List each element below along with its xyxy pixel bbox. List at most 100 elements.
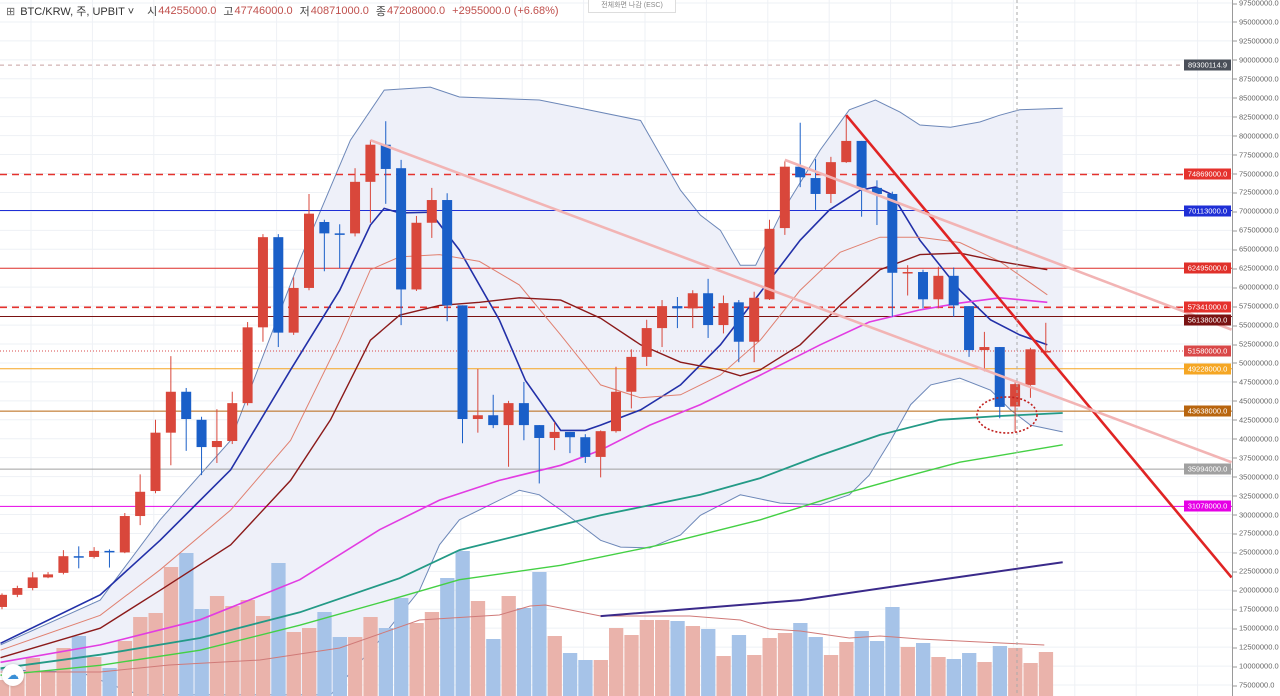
price-tick-label: 57500000.0	[1233, 301, 1279, 311]
candle-up[interactable]	[411, 222, 422, 290]
candle-up[interactable]	[1010, 384, 1021, 407]
candle-up[interactable]	[841, 140, 852, 163]
candle-up[interactable]	[350, 181, 361, 234]
candle-down[interactable]	[703, 293, 714, 326]
candle-up[interactable]	[764, 228, 775, 300]
candle-up[interactable]	[288, 287, 299, 333]
candle-up[interactable]	[211, 441, 222, 448]
candle-down[interactable]	[871, 187, 882, 194]
candle-up[interactable]	[979, 347, 990, 351]
candle-down[interactable]	[580, 437, 591, 457]
price-level-label: 35994000.0	[1184, 463, 1231, 475]
candle-down[interactable]	[457, 305, 468, 420]
candle-up[interactable]	[626, 356, 637, 392]
candle-down[interactable]	[948, 275, 959, 306]
candle-up[interactable]	[472, 415, 483, 420]
candle-down[interactable]	[181, 391, 192, 420]
candle-up[interactable]	[1025, 349, 1036, 385]
candle-down[interactable]	[795, 166, 806, 178]
price-axis[interactable]: 97500000.0 95000000.0 92500000.0 90000000.0…	[1232, 0, 1280, 696]
candle-down[interactable]	[104, 550, 115, 553]
symbol-selector[interactable]: BTC/KRW, 주, UPBIT ˅	[20, 3, 134, 19]
cloud-icon[interactable]: ☁	[2, 664, 24, 686]
candle-down[interactable]	[273, 237, 284, 333]
highlight-ellipse[interactable]	[976, 396, 1038, 434]
candle-down[interactable]	[488, 415, 499, 426]
price-tick-label: 95000000.0	[1233, 17, 1279, 27]
candle-up[interactable]	[1040, 350, 1051, 353]
downtrend-thick-red[interactable]	[845, 114, 1233, 579]
volume-bar	[455, 551, 470, 696]
candle-down[interactable]	[887, 193, 898, 273]
candle-up[interactable]	[503, 403, 514, 426]
candle-up[interactable]	[549, 431, 560, 438]
candle-up[interactable]	[119, 516, 130, 553]
candle-up[interactable]	[718, 303, 729, 326]
candle-up[interactable]	[611, 391, 621, 432]
volume-bar	[286, 632, 301, 696]
volume-bar	[194, 609, 209, 696]
trendline-pink-short[interactable]	[784, 158, 1232, 331]
candle-up[interactable]	[641, 328, 652, 357]
volume-bar	[1008, 648, 1023, 696]
price-level-labels: 89300114.9 74869000.0 70113000.0 62495000.0…	[1184, 0, 1231, 696]
candle-up[interactable]	[89, 550, 100, 557]
trendline-pink-long[interactable]	[369, 138, 1232, 464]
candle-up[interactable]	[426, 200, 437, 223]
candle-up[interactable]	[43, 574, 54, 578]
volume-bar	[394, 598, 409, 696]
volume-bar	[593, 660, 608, 696]
volume-bar	[854, 631, 869, 696]
candle-down[interactable]	[319, 222, 330, 234]
candle-up[interactable]	[933, 275, 944, 300]
candle-up[interactable]	[902, 272, 913, 274]
candle-up[interactable]	[135, 491, 146, 517]
candle-up[interactable]	[304, 213, 314, 288]
candle-up[interactable]	[749, 297, 760, 342]
candle-down[interactable]	[380, 144, 391, 169]
candle-down[interactable]	[534, 425, 545, 438]
candle-down[interactable]	[964, 306, 975, 351]
candle-up[interactable]	[595, 431, 606, 457]
candle-up[interactable]	[257, 237, 268, 328]
candle-down[interactable]	[564, 431, 575, 438]
price-tick-label: 75000000.0	[1233, 169, 1279, 178]
trendlines[interactable]	[369, 114, 1233, 579]
candle-up[interactable]	[779, 166, 790, 229]
volume-bar	[839, 642, 854, 696]
candle-down[interactable]	[196, 419, 207, 448]
candle-down[interactable]	[994, 347, 1005, 407]
candle-up[interactable]	[12, 588, 23, 595]
candle-up[interactable]	[365, 144, 376, 182]
horizontal-levels[interactable]	[0, 64, 1232, 507]
candle-up[interactable]	[58, 556, 69, 573]
price-tick-label: 77500000.0	[1233, 150, 1279, 160]
candle-up[interactable]	[27, 577, 38, 589]
candle-down[interactable]	[73, 556, 84, 558]
candle-down[interactable]	[733, 302, 744, 342]
price-tick-label: 15000000.0	[1233, 623, 1279, 633]
candle-down[interactable]	[334, 233, 345, 235]
candle-up[interactable]	[165, 391, 176, 433]
candle-down[interactable]	[396, 168, 407, 290]
candle-down[interactable]	[856, 140, 867, 188]
candle-up[interactable]	[657, 306, 668, 329]
candle-up[interactable]	[150, 432, 161, 492]
candle-up[interactable]	[242, 327, 253, 404]
candle-up[interactable]	[227, 403, 238, 442]
layout-icon[interactable]: ⊞	[6, 5, 16, 18]
price-tick-label: 47500000.0	[1233, 377, 1279, 387]
candle-down[interactable]	[518, 403, 529, 426]
candle-up[interactable]	[0, 594, 7, 607]
candle-down[interactable]	[810, 178, 821, 194]
candle-down[interactable]	[442, 200, 453, 306]
candle-up[interactable]	[687, 293, 698, 309]
price-tick-label: 37500000.0	[1233, 453, 1279, 463]
candle-down[interactable]	[672, 306, 683, 309]
indicator-lines	[0, 186, 1063, 676]
volume-bar	[225, 606, 240, 696]
candle-down[interactable]	[918, 272, 928, 300]
volume-bar	[41, 672, 56, 696]
candles[interactable]	[0, 115, 1051, 610]
